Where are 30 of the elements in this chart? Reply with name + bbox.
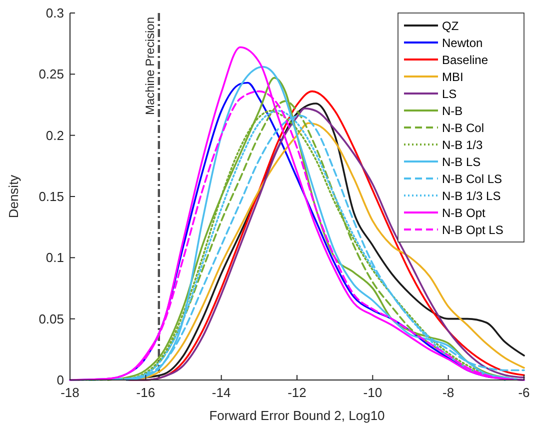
x-tick-label: -14: [212, 385, 231, 400]
y-tick-label: 0.3: [46, 6, 64, 20]
x-tick-label: -16: [136, 385, 156, 400]
legend-label: Baseline: [442, 53, 488, 67]
y-tick-label: 0.15: [38, 189, 64, 204]
y-tick-label: 0.1: [46, 250, 64, 266]
y-axis-title: Density: [6, 174, 21, 218]
x-axis-title: Forward Error Bound 2, Log10: [209, 408, 385, 423]
ref-line-label: Machine Precision: [142, 17, 157, 116]
legend-label: N-B 1/3 LS: [442, 189, 501, 203]
legend-label: N-B: [442, 104, 463, 118]
legend-label: N-B Col: [442, 121, 484, 135]
legend-label: N-B Opt LS: [442, 223, 504, 237]
x-tick-label: -18: [60, 385, 80, 400]
y-tick-label: 0: [56, 372, 64, 388]
legend-label: N-B LS: [442, 155, 481, 169]
x-tick-label: -12: [288, 385, 306, 400]
legend-label: MBI: [442, 70, 464, 84]
x-tick-label: -10: [363, 385, 382, 400]
y-tick-label: 0.2: [46, 128, 64, 143]
legend-label: Newton: [442, 36, 483, 50]
y-tick-label: 0.25: [38, 66, 64, 82]
x-tick-label: -8: [442, 385, 454, 400]
legend-label: N-B Col LS: [442, 172, 502, 186]
legend-label: QZ: [442, 19, 459, 33]
x-tick-label: -6: [518, 385, 530, 400]
legend-label: N-B Opt: [442, 206, 486, 220]
legend-label: N-B 1/3: [442, 138, 484, 152]
legend-label: LS: [442, 87, 457, 101]
y-tick-label: 0.05: [38, 311, 64, 326]
